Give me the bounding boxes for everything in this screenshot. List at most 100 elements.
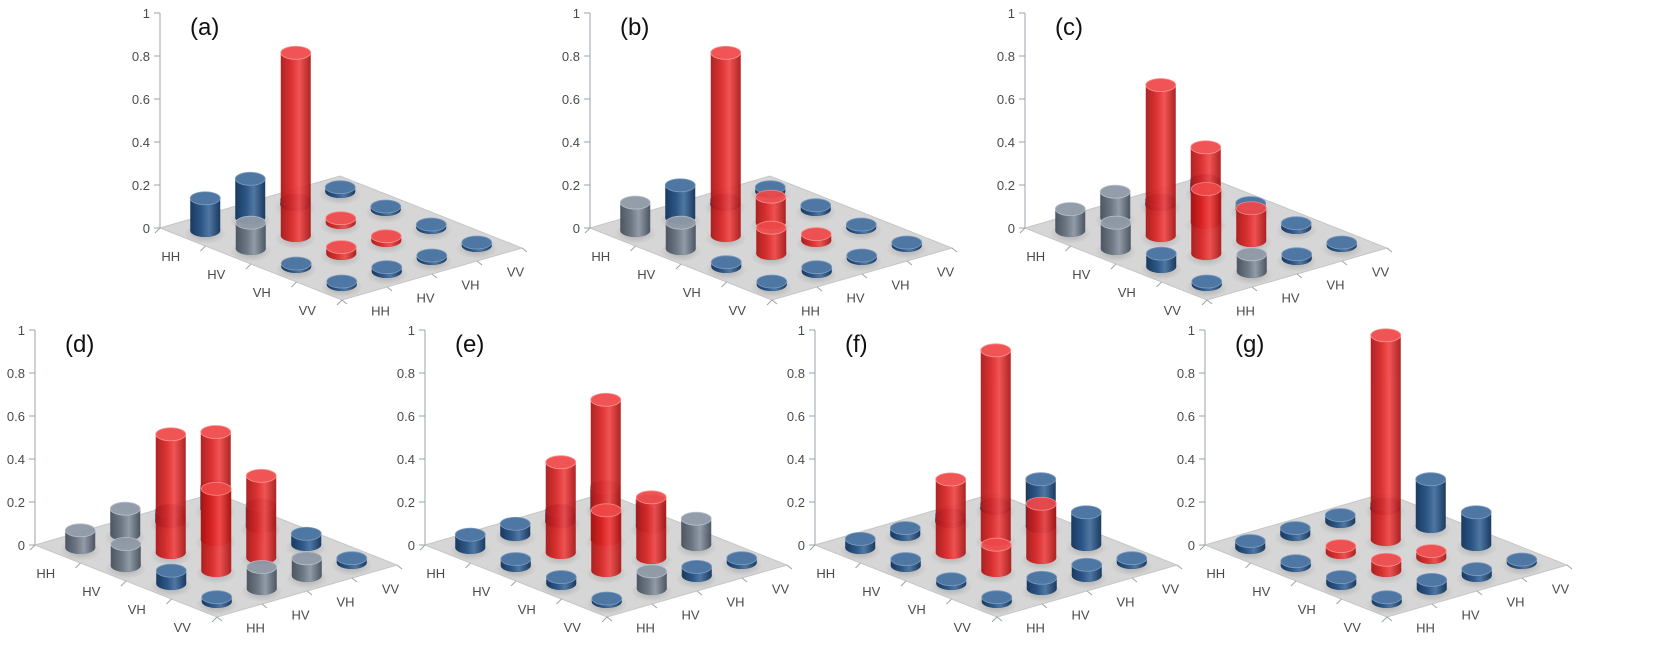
bar-vv-vv xyxy=(455,235,498,259)
z-tick-label: 0.6 xyxy=(787,409,805,424)
bar-vv-vv xyxy=(720,551,763,576)
bar-top xyxy=(1281,247,1313,262)
bar-top xyxy=(280,256,312,271)
z-tick-label: 0.6 xyxy=(7,409,25,424)
bar-side xyxy=(681,518,712,551)
bar-top xyxy=(370,199,402,214)
bar-side xyxy=(636,497,667,564)
col-label: VV xyxy=(1162,582,1180,597)
col-label: VV xyxy=(382,582,400,597)
bar-vv-vh xyxy=(1275,247,1318,272)
col-axis: HH HV VH VV xyxy=(996,564,1183,636)
z-tick-label: 0 xyxy=(573,221,580,236)
z-tick-label: 0.2 xyxy=(787,495,805,510)
bar-top xyxy=(64,523,96,538)
panel-label: (e) xyxy=(455,331,484,358)
row-axis: HH HV VH VV xyxy=(809,544,998,635)
bar-top xyxy=(336,551,368,566)
bar-top xyxy=(325,211,357,226)
bar-top xyxy=(1370,552,1402,567)
panel-label: (a) xyxy=(190,14,219,41)
z-tick-label: 0.6 xyxy=(397,409,415,424)
col-label: VH xyxy=(1326,278,1344,293)
bar-vv-vh xyxy=(1455,562,1498,589)
row-tick xyxy=(29,544,36,551)
bar-vh-vh xyxy=(1020,496,1063,571)
row-tick xyxy=(465,562,471,569)
panel-label: (g) xyxy=(1235,331,1264,358)
bar-top xyxy=(371,260,403,275)
col-label: HV xyxy=(1281,291,1299,306)
bar-side xyxy=(235,178,266,225)
bar-vh-hh xyxy=(540,570,583,597)
col-tick xyxy=(861,273,868,279)
bar-hv-hv xyxy=(704,45,747,249)
col-tick xyxy=(396,564,403,570)
bar-top xyxy=(155,563,187,578)
bar-top xyxy=(245,468,277,483)
bar-side xyxy=(1071,512,1102,551)
bar-side xyxy=(280,52,311,242)
bar-hh-hh xyxy=(1229,534,1272,561)
row-label: HH xyxy=(1206,566,1225,581)
bar-side xyxy=(710,52,741,242)
z-tick-label: 0.4 xyxy=(397,452,415,467)
panel-c: 0 0.2 0.4 0.6 0.8 1 HH HV VH VV HH HV VH VV (c) xyxy=(997,6,1393,319)
bar-top xyxy=(461,235,493,250)
bar-top xyxy=(499,516,531,531)
col-label: VV xyxy=(1372,265,1390,280)
z-tick-label: 0 xyxy=(18,538,25,553)
bar-side xyxy=(246,567,277,596)
col-axis: HH HV VH VV xyxy=(1206,247,1393,319)
bar-top xyxy=(234,171,266,186)
bar-side xyxy=(665,222,696,255)
bar-top xyxy=(1326,235,1358,250)
row-tick xyxy=(1290,580,1297,587)
bar-top xyxy=(756,274,788,289)
bar-hh-hv xyxy=(1274,521,1317,548)
bar-top xyxy=(246,560,278,574)
bar-vh-hh xyxy=(150,563,193,597)
z-tick-label: 0.4 xyxy=(132,135,150,150)
bar-vv-hh xyxy=(1365,590,1408,615)
col-label: HV xyxy=(1461,608,1479,623)
col-label: HH xyxy=(246,621,265,636)
col-tick xyxy=(476,260,483,266)
bar-top xyxy=(680,511,712,526)
bar-top xyxy=(1025,472,1057,487)
panel-label: (c) xyxy=(1055,14,1083,41)
bar-top xyxy=(1279,521,1311,535)
col-tick xyxy=(1131,577,1138,583)
col-tick xyxy=(1341,260,1348,266)
bar-hv-hv xyxy=(274,45,317,249)
bar-hv-vh xyxy=(974,343,1017,553)
panel-g: 0 0.2 0.4 0.6 0.8 1 HH HV VH VV HH HV VH VV (g) xyxy=(1177,323,1573,636)
row-label: HH xyxy=(36,566,55,581)
panels: 0 0.2 0.4 0.6 0.8 1 HH HV VH VV HH HV VH VV (a) 0 0.2 0.4… xyxy=(7,6,1573,636)
bar-side xyxy=(1370,335,1401,546)
col-label: HV xyxy=(416,291,434,306)
panel-f: 0 0.2 0.4 0.6 0.8 1 HH HV VH VV HH HV VH VV (f) xyxy=(787,323,1183,636)
row-label: HH xyxy=(161,249,180,264)
bar-top xyxy=(454,527,486,542)
col-tick xyxy=(1206,299,1213,305)
col-label: HH xyxy=(371,304,390,319)
bar-top xyxy=(980,537,1012,552)
bar-top xyxy=(590,392,622,407)
bar-top xyxy=(235,215,267,230)
row-axis: HH HV VH VV xyxy=(1019,227,1208,318)
bar-vv-vh xyxy=(840,248,883,272)
row-tick xyxy=(991,616,998,623)
bar-hv-vv xyxy=(364,199,407,223)
bar-top xyxy=(1416,573,1448,587)
row-tick xyxy=(1199,544,1206,551)
col-tick xyxy=(771,299,778,305)
bar-top xyxy=(1415,472,1447,487)
bar-top xyxy=(710,45,742,60)
col-label: HH xyxy=(636,621,655,636)
bar-top xyxy=(1025,496,1057,511)
bar-top xyxy=(981,590,1013,605)
bar-side xyxy=(110,508,141,541)
z-tick-label: 1 xyxy=(1188,323,1195,338)
bar-hh-vv xyxy=(319,180,362,205)
